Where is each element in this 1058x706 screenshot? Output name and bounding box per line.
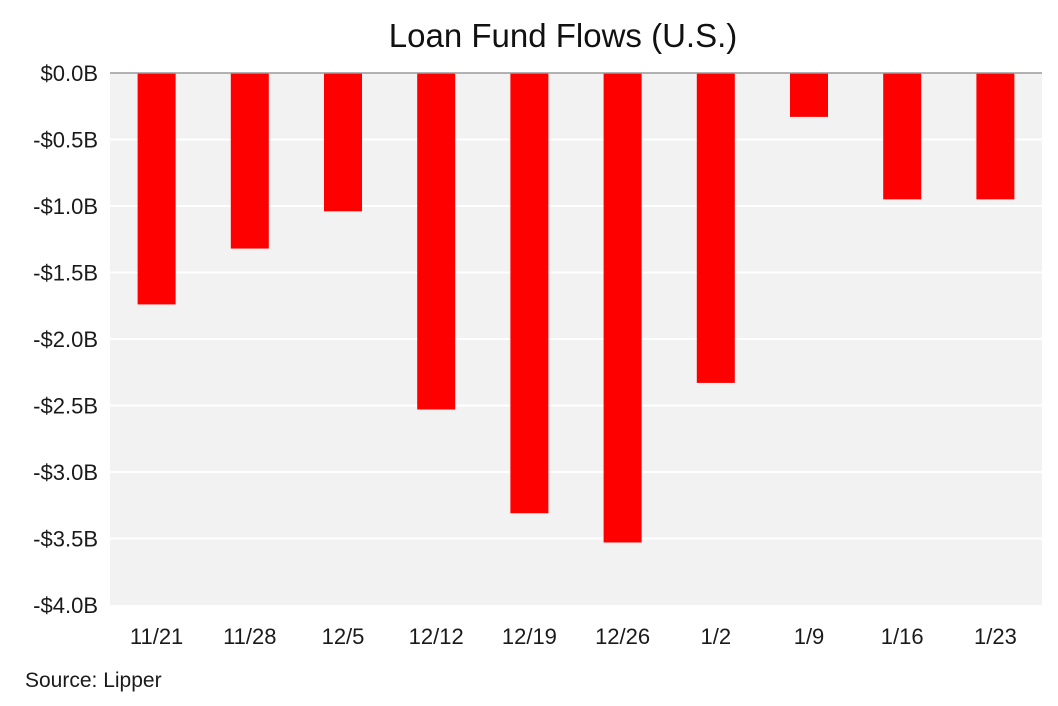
bar-12-26 <box>603 73 642 543</box>
y-tick-label: -$0.5B <box>33 128 98 153</box>
source-note: Source: Lipper <box>25 669 162 692</box>
x-tick-label: 1/2 <box>701 624 732 649</box>
y-tick-label: -$2.5B <box>33 394 98 419</box>
bar-11-21 <box>137 73 176 305</box>
bar-12-5 <box>324 73 362 212</box>
bars <box>137 73 1015 543</box>
y-tick-label: -$3.5B <box>33 527 98 552</box>
y-tick-label: -$3.0B <box>33 460 98 485</box>
bar-1-16 <box>883 73 922 200</box>
bar-1-23 <box>976 73 1015 200</box>
bar-12-12 <box>417 73 456 410</box>
x-tick-label: 12/5 <box>322 624 365 649</box>
x-tick-label: 12/12 <box>409 624 464 649</box>
x-tick-label: 1/9 <box>794 624 825 649</box>
x-axis-tick-labels: 11/21 11/28 12/5 12/12 12/19 12/26 1/2 1/9 1/16 1… <box>130 624 1017 649</box>
y-tick-label: -$2.0B <box>33 327 98 352</box>
x-tick-label: 1/16 <box>881 624 924 649</box>
bar-12-19 <box>510 73 549 514</box>
x-tick-label: 11/28 <box>223 624 276 649</box>
y-tick-label: $0.0B <box>41 61 99 86</box>
x-tick-label: 12/19 <box>502 624 557 649</box>
y-tick-label: -$4.0B <box>33 593 98 618</box>
chart-title: Loan Fund Flows (U.S.) <box>389 17 737 54</box>
y-tick-label: -$1.0B <box>33 194 98 219</box>
y-tick-label: -$1.5B <box>33 261 98 286</box>
x-tick-label: 12/26 <box>595 624 650 649</box>
x-tick-label: 1/23 <box>974 624 1017 649</box>
y-axis-tick-labels: $0.0B -$0.5B -$1.0B -$1.5B -$2.0B -$2.5B -$3.0… <box>33 61 98 618</box>
bar-11-28 <box>230 73 269 249</box>
bar-1-2 <box>696 73 735 383</box>
bar-1-9 <box>790 73 828 117</box>
x-tick-label: 11/21 <box>130 624 183 649</box>
